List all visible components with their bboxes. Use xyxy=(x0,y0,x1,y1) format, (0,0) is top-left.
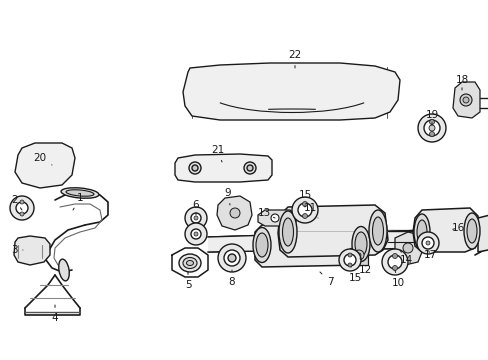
Circle shape xyxy=(244,162,256,174)
Circle shape xyxy=(184,207,206,229)
Ellipse shape xyxy=(59,259,69,281)
Ellipse shape xyxy=(354,232,366,256)
Text: 12: 12 xyxy=(358,258,371,275)
Circle shape xyxy=(387,255,401,269)
Text: 21: 21 xyxy=(211,145,224,162)
Circle shape xyxy=(423,120,439,136)
Circle shape xyxy=(392,253,397,258)
Polygon shape xyxy=(254,223,367,267)
Circle shape xyxy=(189,162,201,174)
Circle shape xyxy=(194,232,198,236)
Circle shape xyxy=(302,213,307,219)
Circle shape xyxy=(428,125,434,131)
Ellipse shape xyxy=(256,233,267,257)
Polygon shape xyxy=(183,63,399,120)
Polygon shape xyxy=(412,208,479,252)
Text: 18: 18 xyxy=(454,75,468,90)
Polygon shape xyxy=(14,236,50,265)
Ellipse shape xyxy=(66,190,94,196)
Polygon shape xyxy=(452,82,479,118)
Circle shape xyxy=(347,263,351,267)
Ellipse shape xyxy=(282,218,293,246)
Ellipse shape xyxy=(183,257,197,269)
Circle shape xyxy=(297,203,311,217)
Polygon shape xyxy=(217,196,251,230)
Polygon shape xyxy=(258,210,295,226)
Ellipse shape xyxy=(463,213,479,249)
Circle shape xyxy=(194,216,198,220)
Circle shape xyxy=(192,165,198,171)
Circle shape xyxy=(191,229,201,239)
Circle shape xyxy=(428,131,434,136)
Polygon shape xyxy=(477,215,488,252)
Text: 17: 17 xyxy=(423,250,436,260)
Circle shape xyxy=(291,197,317,223)
Circle shape xyxy=(353,250,363,260)
Text: 1: 1 xyxy=(73,193,83,210)
Circle shape xyxy=(184,223,206,245)
Text: 4: 4 xyxy=(52,305,58,323)
Circle shape xyxy=(428,120,434,125)
Text: 6: 6 xyxy=(192,200,199,215)
Ellipse shape xyxy=(351,226,369,261)
Polygon shape xyxy=(278,205,387,257)
Ellipse shape xyxy=(252,228,270,262)
Circle shape xyxy=(229,208,240,218)
Ellipse shape xyxy=(279,211,296,253)
Circle shape xyxy=(416,232,438,254)
Text: 5: 5 xyxy=(184,272,191,290)
Circle shape xyxy=(402,243,412,253)
Text: 14: 14 xyxy=(399,250,412,265)
Ellipse shape xyxy=(368,210,386,252)
Polygon shape xyxy=(175,154,271,182)
Circle shape xyxy=(20,212,24,216)
Text: 11: 11 xyxy=(303,203,317,218)
Circle shape xyxy=(417,114,445,142)
Text: 15: 15 xyxy=(298,190,311,207)
Text: 10: 10 xyxy=(390,270,404,288)
Text: 8: 8 xyxy=(228,270,235,287)
Circle shape xyxy=(246,165,252,171)
Polygon shape xyxy=(394,232,421,265)
Circle shape xyxy=(16,202,28,214)
Circle shape xyxy=(20,200,24,204)
Circle shape xyxy=(270,214,279,222)
Circle shape xyxy=(338,249,360,271)
Text: 19: 19 xyxy=(425,110,438,125)
Text: 15: 15 xyxy=(347,267,361,283)
Text: 13: 13 xyxy=(257,208,274,218)
Text: 3: 3 xyxy=(11,245,23,255)
Circle shape xyxy=(347,253,351,257)
Text: 2: 2 xyxy=(12,195,22,210)
Circle shape xyxy=(191,213,201,223)
Circle shape xyxy=(343,254,355,266)
Circle shape xyxy=(459,94,471,106)
Text: 22: 22 xyxy=(288,50,301,68)
Ellipse shape xyxy=(61,188,99,198)
Ellipse shape xyxy=(372,217,383,245)
Circle shape xyxy=(425,241,429,245)
Ellipse shape xyxy=(179,254,201,272)
Ellipse shape xyxy=(186,261,193,266)
Polygon shape xyxy=(207,230,429,252)
Circle shape xyxy=(227,254,236,262)
Ellipse shape xyxy=(466,219,476,243)
Text: 16: 16 xyxy=(450,223,464,233)
Polygon shape xyxy=(349,248,367,265)
Circle shape xyxy=(10,196,34,220)
Ellipse shape xyxy=(413,214,429,250)
Text: 20: 20 xyxy=(33,153,52,165)
Text: 7: 7 xyxy=(319,272,333,287)
Circle shape xyxy=(224,250,240,266)
Circle shape xyxy=(462,97,468,103)
Circle shape xyxy=(421,237,433,249)
Text: 9: 9 xyxy=(224,188,231,205)
Circle shape xyxy=(356,253,360,257)
Ellipse shape xyxy=(416,220,426,244)
Circle shape xyxy=(381,249,407,275)
Circle shape xyxy=(392,266,397,270)
Circle shape xyxy=(302,202,307,207)
Polygon shape xyxy=(15,143,75,188)
Circle shape xyxy=(218,244,245,272)
